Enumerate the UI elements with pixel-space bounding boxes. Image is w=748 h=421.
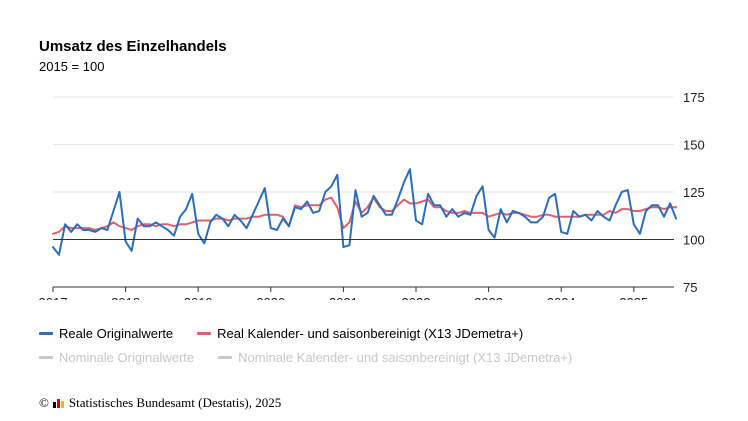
legend-label: Reale Originalwerte [59, 325, 174, 341]
y-tick-label: 125 [683, 185, 705, 200]
x-tick-label: 2021 [329, 295, 358, 300]
destatis-logo-icon [52, 398, 65, 408]
legend-swatch [39, 355, 53, 359]
x-tick-label: 2018 [111, 295, 140, 300]
source-credit: © Statistisches Bundesamt (Destatis), 20… [39, 395, 281, 411]
y-tick-label: 100 [683, 233, 705, 248]
line-chart: 75 100 125 150 175 2017 2018 2019 2020 2021 2022 20… [39, 90, 705, 300]
chart-title: Umsatz des Einzelhandels [39, 38, 227, 55]
x-tick-label: 2023 [474, 295, 503, 300]
x-tick-label: 2024 [547, 295, 576, 300]
legend-swatch [218, 355, 233, 359]
chart-legend: Reale Originalwerte Real Kalender- und s… [39, 323, 596, 371]
legend-item-nominal-original[interactable]: Nominale Originalwerte [39, 350, 194, 365]
legend-item-real-original[interactable]: Reale Originalwerte [39, 326, 173, 341]
series-line [52, 168, 678, 256]
legend-item-nominal-adjusted[interactable]: Nominale Kalender- und saisonbereinigt (… [218, 350, 572, 365]
legend-label: Real Kalender- und saisonbereinigt (X13 … [217, 325, 524, 341]
y-tick-label: 75 [683, 280, 697, 295]
y-tick-label: 175 [683, 90, 705, 105]
x-tick-label: 2020 [256, 295, 285, 300]
copyright-symbol: © [39, 395, 49, 410]
legend-swatch [39, 331, 53, 335]
x-tick-label: 2022 [402, 295, 431, 300]
source-text: Statistisches Bundesamt (Destatis), 2025 [68, 395, 282, 410]
x-tick-label: 2017 [39, 295, 68, 300]
x-tick-label: 2025 [619, 295, 648, 300]
y-tick-label: 150 [683, 138, 705, 153]
legend-label: Nominale Originalwerte [59, 349, 195, 365]
legend-item-real-adjusted[interactable]: Real Kalender- und saisonbereinigt (X13 … [197, 326, 523, 341]
legend-swatch [197, 331, 212, 335]
x-tick-label: 2019 [184, 295, 213, 300]
chart-subtitle: 2015 = 100 [39, 59, 105, 74]
legend-label: Nominale Kalender- und saisonbereinigt (… [238, 349, 573, 365]
